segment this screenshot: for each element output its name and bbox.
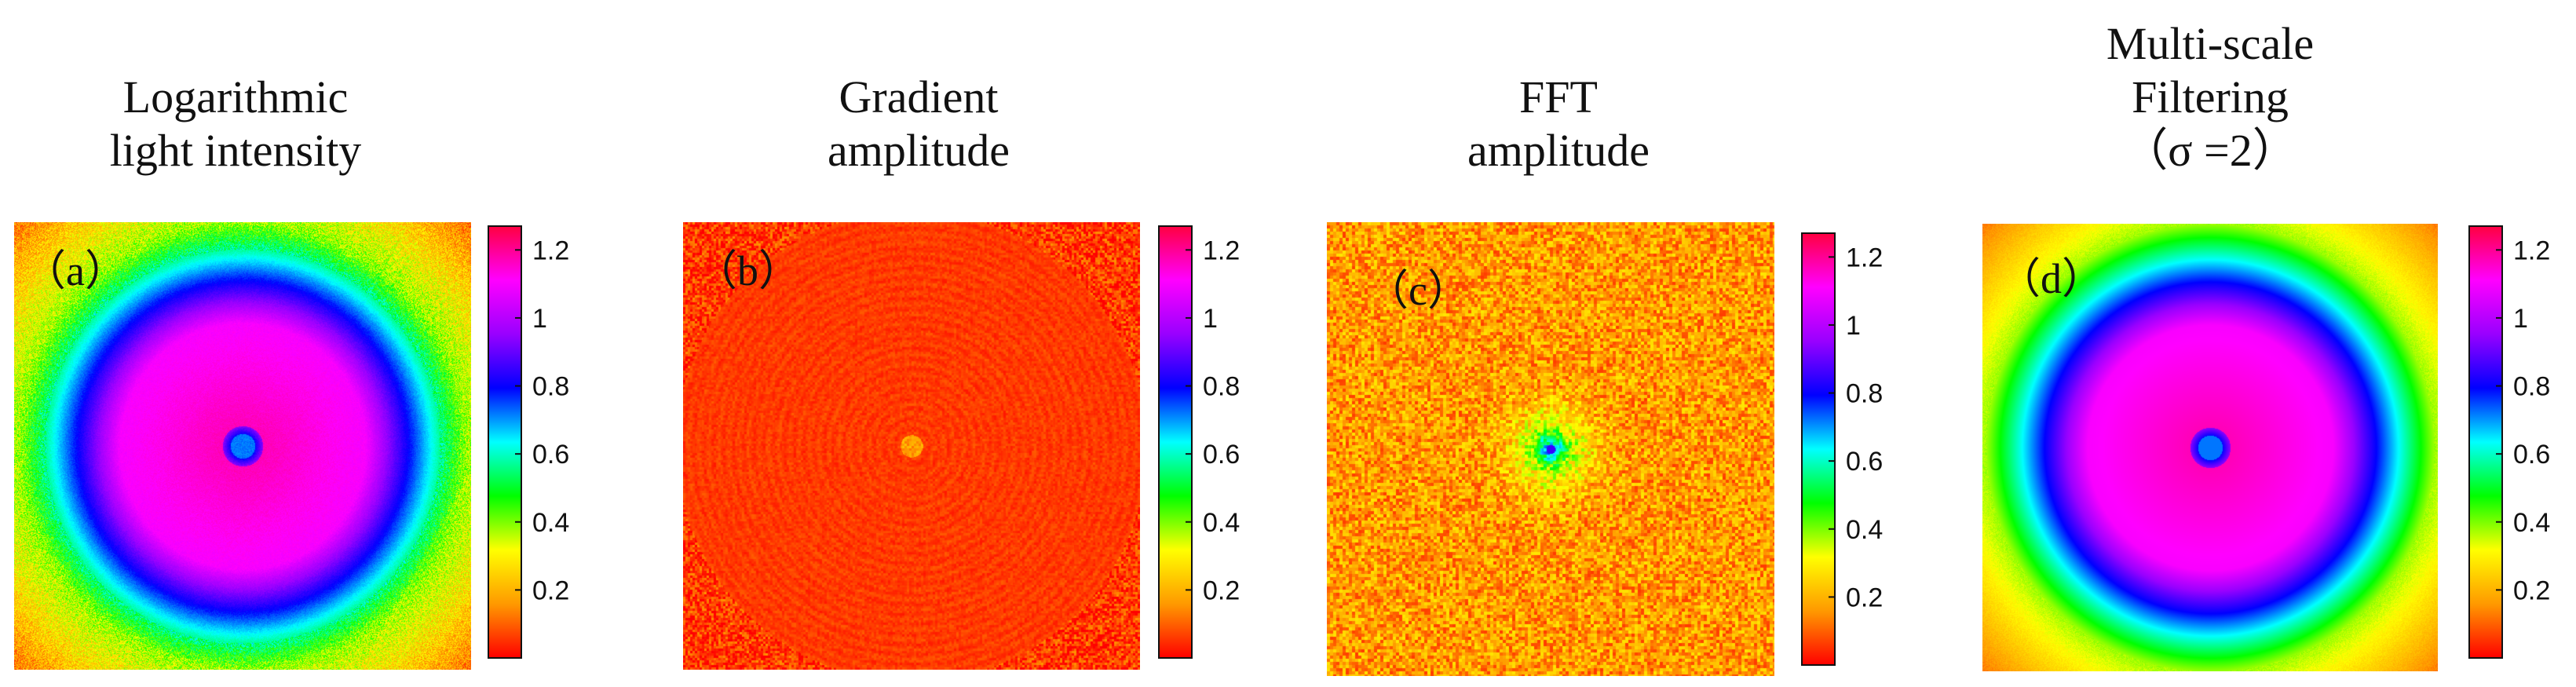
panel-a-colorbar: 1.2 1 0.8 0.6 0.4 0.2 bbox=[488, 225, 569, 659]
colorbar-tick-label: 0.6 bbox=[532, 440, 569, 470]
panel-d-title-line-2: Filtering bbox=[2132, 71, 2289, 122]
panel-b-colorbar: 1.2 1 0.8 0.6 0.4 0.2 bbox=[1158, 225, 1240, 659]
panel-d-title: Multi-scale Filtering （σ =2） bbox=[1975, 17, 2446, 177]
panel-c-title-line-2: amplitude bbox=[1467, 125, 1650, 176]
panel-a-title: Logarithmic light intensity bbox=[0, 71, 471, 177]
panel-d-title-line-3: （σ =2） bbox=[2122, 125, 2298, 176]
colorbar-tick-label: 0.8 bbox=[1846, 379, 1883, 409]
colorbar-tick-label: 1 bbox=[2513, 304, 2528, 334]
colorbar-tick-label: 0.4 bbox=[1203, 508, 1240, 538]
colorbar-gradient bbox=[1158, 225, 1193, 659]
panel-b-heatmap bbox=[683, 222, 1140, 670]
panel-b: Gradient amplitude （b） 1.2 1 0.8 0.6 0.4 0.2 bbox=[667, 0, 1311, 687]
panel-b-title: Gradient amplitude bbox=[683, 71, 1154, 177]
colorbar-tick-label: 0.4 bbox=[532, 508, 569, 538]
colorbar-tick-label: 1 bbox=[1846, 311, 1861, 341]
panel-c-label: （c） bbox=[1366, 267, 1470, 314]
colorbar-tick-label: 0.4 bbox=[2513, 508, 2550, 538]
colorbar-gradient bbox=[488, 225, 522, 659]
panel-d: Multi-scale Filtering （σ =2） （d） 1.2 1 0.8… bbox=[1982, 0, 2576, 687]
colorbar-tick-label: 0.2 bbox=[2513, 576, 2550, 605]
colorbar-tick-label: 0.4 bbox=[1846, 515, 1883, 545]
panel-b-title-line-1: Gradient bbox=[839, 71, 999, 122]
panel-c-colorbar: 1.2 1 0.8 0.6 0.4 0.2 bbox=[1801, 232, 1883, 666]
panel-d-label: （d） bbox=[1998, 255, 2104, 302]
colorbar-gradient bbox=[1801, 232, 1836, 666]
panel-d-heatmap bbox=[1982, 224, 2438, 671]
colorbar-tick-label: 0.6 bbox=[2513, 440, 2550, 470]
panel-d-colorbar: 1.2 1 0.8 0.6 0.4 0.2 bbox=[2468, 225, 2550, 659]
panel-c-title: FFT amplitude bbox=[1323, 71, 1794, 177]
colorbar-tick-label: 1 bbox=[532, 304, 547, 334]
panel-b-title-line-2: amplitude bbox=[828, 125, 1010, 176]
colorbar-tick-label: 0.2 bbox=[1203, 576, 1240, 605]
colorbar-tick-label: 1.2 bbox=[1203, 236, 1240, 265]
panel-d-title-line-1: Multi-scale bbox=[2106, 18, 2315, 69]
colorbar-tick-label: 0.6 bbox=[1846, 447, 1883, 477]
colorbar-tick-label: 1 bbox=[1203, 304, 1218, 334]
colorbar-tick-label: 0.8 bbox=[532, 372, 569, 402]
colorbar-tick-label: 0.2 bbox=[532, 576, 569, 605]
panel-a-title-line-1: Logarithmic bbox=[122, 71, 349, 122]
panel-a-label: （a） bbox=[24, 247, 127, 294]
colorbar-tick-label: 0.2 bbox=[1846, 583, 1883, 612]
panel-c-title-line-1: FFT bbox=[1519, 71, 1598, 122]
colorbar-tick-label: 0.8 bbox=[1203, 372, 1240, 402]
colorbar-tick-label: 1.2 bbox=[2513, 236, 2550, 265]
panel-c: FFT amplitude （c） 1.2 1 0.8 0.6 0.4 0.2 bbox=[1327, 0, 1971, 687]
panel-a-title-line-2: light intensity bbox=[109, 125, 362, 176]
colorbar-gradient bbox=[2468, 225, 2503, 659]
panel-c-heatmap bbox=[1327, 222, 1774, 676]
colorbar-tick-label: 0.8 bbox=[2513, 372, 2550, 402]
colorbar-tick-label: 0.6 bbox=[1203, 440, 1240, 470]
panel-a-heatmap bbox=[14, 222, 471, 670]
colorbar-tick-label: 1.2 bbox=[532, 236, 569, 265]
panel-a: Logarithmic light intensity （a） 1.2 1 0.8 0… bbox=[0, 0, 644, 687]
panel-b-label: （b） bbox=[695, 247, 801, 294]
colorbar-tick-label: 1.2 bbox=[1846, 243, 1883, 272]
